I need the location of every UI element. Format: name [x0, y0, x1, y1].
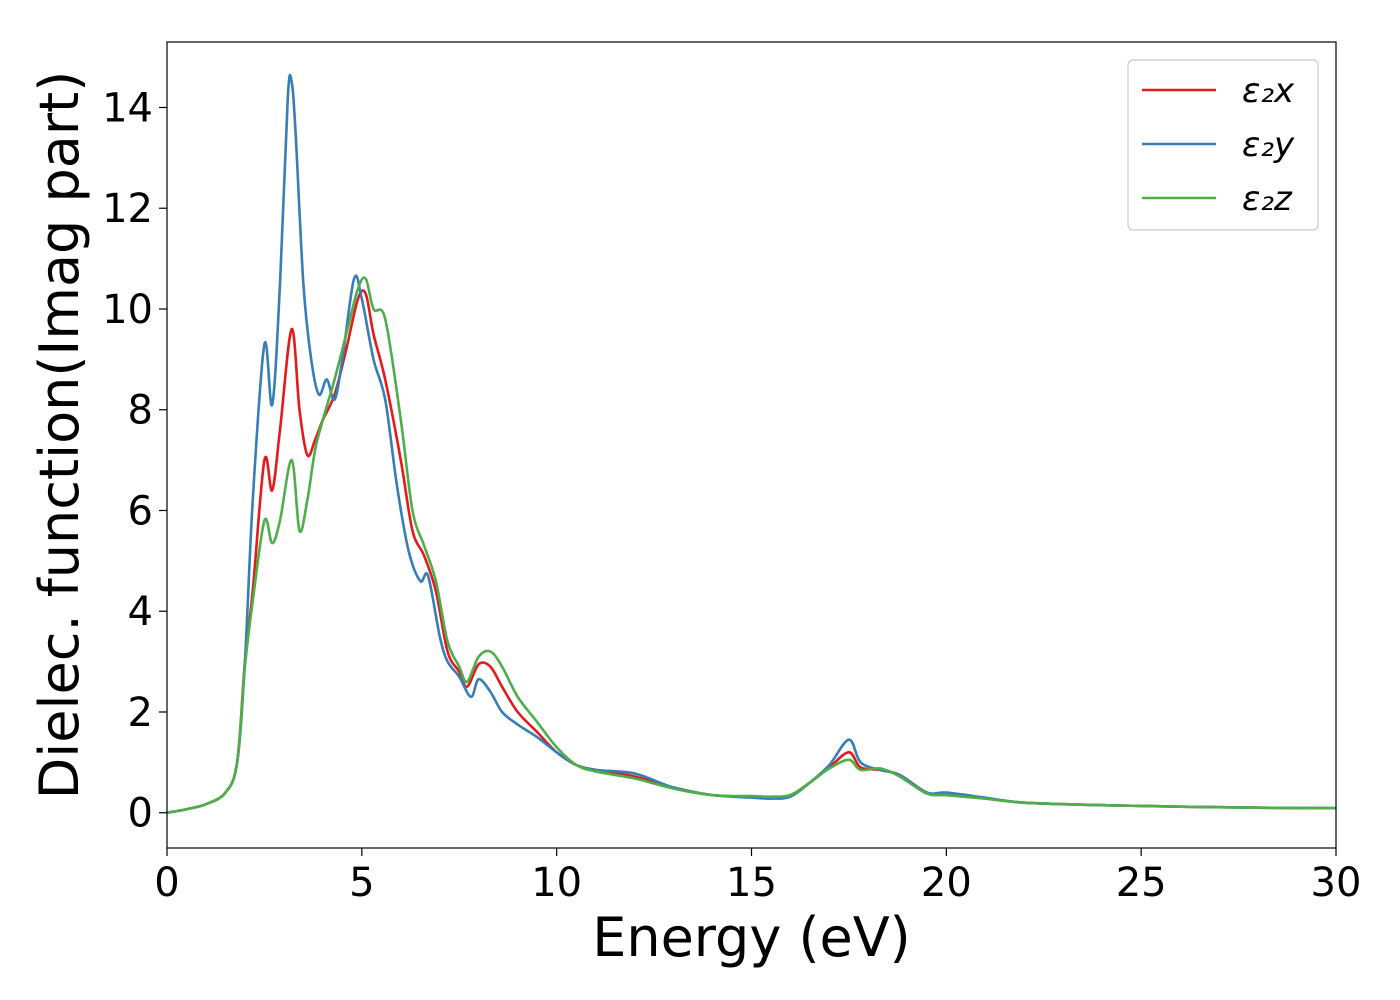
- x-tick-label: 15: [726, 860, 777, 906]
- legend: ε₂x ε₂y ε₂z: [1127, 59, 1319, 231]
- x-tick-label: 25: [1116, 860, 1167, 906]
- y-axis: 0 2 4 6 8 10 12 14: [102, 85, 167, 837]
- legend-box: [1127, 59, 1319, 231]
- x-tick-label: 5: [349, 860, 374, 906]
- x-tick-label: 30: [1311, 860, 1362, 906]
- x-tick-label: 10: [531, 860, 582, 906]
- y-tick-label: 8: [128, 388, 153, 434]
- x-tick-label: 20: [921, 860, 972, 906]
- y-tick-label: 14: [102, 85, 153, 131]
- x-axis: 0 5 10 15 20 25 30: [154, 848, 1361, 906]
- series-line-2: [166, 73, 1337, 815]
- y-tick-label: 10: [102, 287, 153, 333]
- y-tick-label: 0: [128, 791, 153, 837]
- legend-label: ε₂y: [1242, 125, 1295, 165]
- legend-label: ε₂x: [1242, 71, 1295, 111]
- series-line-3: [166, 276, 1337, 815]
- y-tick-label: 2: [128, 690, 153, 736]
- legend-label: ε₂z: [1242, 179, 1293, 219]
- y-tick-label: 12: [102, 186, 153, 232]
- x-axis-label: Energy (eV): [592, 906, 911, 969]
- y-axis-label: Dielec. function(Imag part): [28, 71, 91, 800]
- y-tick-label: 6: [128, 488, 153, 534]
- y-tick-label: 4: [128, 589, 153, 635]
- series-layer: [166, 73, 1337, 815]
- series-line-1: [166, 289, 1337, 815]
- x-tick-label: 0: [154, 860, 179, 906]
